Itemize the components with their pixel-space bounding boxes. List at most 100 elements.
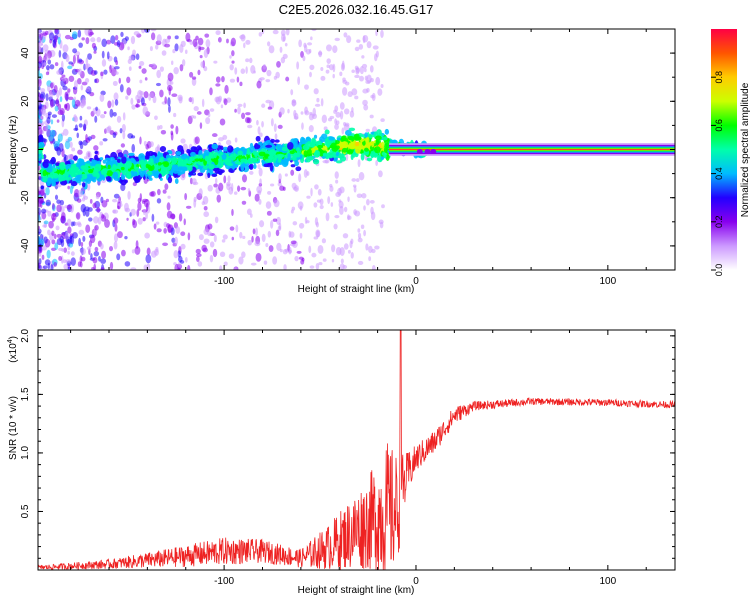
heatmap-noise-cell — [363, 229, 366, 237]
heatmap-noise-cell — [130, 35, 136, 45]
heatmap-noise-cell — [227, 175, 231, 183]
heatmap-noise-cell — [159, 124, 163, 130]
heatmap-noise-cell — [70, 251, 75, 256]
heatmap-noise-cell — [245, 112, 251, 116]
heatmap-noise-cell — [54, 29, 59, 34]
heatmap-noise-cell — [318, 261, 323, 266]
heatmap-noise-cell — [302, 55, 306, 62]
heatmap-noise-cell — [49, 82, 54, 89]
heatmap-noise-cell — [193, 106, 199, 112]
heatmap-noise-cell — [45, 199, 51, 207]
heatmap-noise-cell — [89, 199, 93, 204]
heatmap-noise-cell — [90, 37, 96, 43]
heatmap-noise-cell — [357, 159, 361, 168]
heatmap-noise-cell — [39, 119, 43, 124]
heatmap-signal-cell — [133, 176, 137, 180]
heatmap-noise-cell — [114, 71, 119, 75]
heatmap-noise-cell — [252, 228, 256, 235]
heatmap-noise-cell — [254, 241, 261, 247]
heatmap-noise-cell — [284, 173, 288, 177]
heatmap-noise-cell — [124, 36, 129, 41]
heatmap-signal-cell — [86, 160, 91, 165]
heatmap-noise-cell — [222, 234, 228, 240]
heatmap-noise-cell — [52, 138, 56, 145]
heatmap-noise-cell — [153, 223, 157, 230]
heatmap-noise-cell — [40, 94, 44, 99]
heatmap-noise-cell — [54, 146, 60, 152]
heatmap-signal-cell — [177, 160, 185, 167]
heatmap-signal-cell — [365, 142, 371, 150]
heatmap-noise-cell — [283, 264, 287, 270]
heatmap-noise-cell — [178, 213, 183, 222]
heatmap-noise-cell — [193, 199, 197, 208]
heatmap-signal-cell — [224, 159, 231, 166]
heatmap-signal-cell — [324, 129, 330, 135]
heatmap-noise-cell — [79, 141, 84, 150]
heatmap-noise-cell — [241, 112, 246, 120]
heatmap-noise-cell — [365, 80, 371, 85]
heatmap-signal-cell — [174, 178, 179, 185]
heatmap-noise-cell — [290, 240, 297, 245]
heatmap-noise-cell — [226, 38, 229, 44]
heatmap-noise-cell — [197, 37, 204, 46]
heatmap-noise-cell — [122, 112, 126, 121]
heatmap-noise-cell — [187, 232, 191, 241]
heatmap-noise-cell — [58, 50, 62, 58]
heatmap-noise-cell — [52, 39, 57, 48]
heatmap-noise-cell — [219, 118, 226, 126]
colorbar-tick-label: 0.2 — [714, 216, 724, 229]
snr-multiplier-close: ) — [8, 336, 19, 339]
heatmap-noise-cell — [82, 123, 87, 131]
heatmap-noise-cell — [223, 98, 228, 106]
heatmap-noise-cell — [44, 55, 50, 61]
heatmap-noise-cell — [151, 213, 155, 222]
heatmap-noise-cell — [127, 190, 131, 200]
heatmap-signal-cell — [261, 159, 265, 164]
heatmap-noise-cell — [113, 66, 120, 70]
heatmap-noise-cell — [340, 63, 345, 71]
heatmap-noise-cell — [72, 54, 76, 64]
heatmap-noise-cell — [86, 106, 92, 110]
heatmap-noise-cell — [207, 231, 213, 237]
heatmap-noise-cell — [91, 42, 96, 49]
heatmap-noise-cell — [303, 42, 307, 48]
heatmap-noise-cell — [45, 65, 50, 71]
heatmap-signal-cell — [383, 146, 388, 153]
heatmap-noise-cell — [45, 93, 49, 101]
heatmap-noise-cell — [143, 208, 146, 216]
heatmap-noise-cell — [76, 221, 81, 226]
heatmap-signal-cell — [222, 146, 229, 152]
heatmap-noise-cell — [327, 196, 331, 205]
heatmap-x-ticks: -100 0 100 — [70, 29, 647, 287]
heatmap-noise-cell — [128, 66, 132, 71]
heatmap-noise-cell — [164, 38, 171, 43]
heatmap-noise-cell — [361, 63, 368, 69]
heatmap-noise-cell — [154, 115, 158, 121]
heatmap-noise-cell — [218, 182, 224, 192]
heatmap-noise-cell — [273, 199, 280, 208]
heatmap-signal-cell — [303, 150, 308, 158]
heatmap-noise-cell — [68, 242, 74, 248]
heatmap-noise-cell — [265, 99, 272, 104]
heatmap-panel: -100 0 100 -40 -20 0 20 40 Height of straight … — [8, 28, 676, 295]
heatmap-noise-cell — [56, 90, 60, 99]
heatmap-signal-cell — [211, 143, 219, 150]
heatmap-noise-cell — [135, 53, 140, 61]
heatmap-noise-cell — [78, 58, 83, 63]
snr-y-tick-label: 1.5 — [20, 387, 31, 401]
heatmap-noise-cell — [223, 175, 227, 184]
heatmap-signal-cell — [198, 157, 204, 163]
heatmap-noise-cell — [67, 185, 71, 190]
heatmap-signal-cell — [73, 155, 78, 161]
heatmap-noise-cell — [78, 42, 83, 48]
heatmap-signal-cell — [58, 161, 66, 170]
heatmap-noise-cell — [214, 96, 220, 103]
colorbar-ticks: 0.0 0.2 0.4 0.6 0.8 — [711, 71, 724, 276]
heatmap-noise-cell — [343, 108, 350, 115]
heatmap-signal-cell — [335, 160, 343, 164]
heatmap-noise-cell — [99, 141, 104, 146]
heatmap-noise-cell — [301, 122, 304, 130]
heatmap-signal-cell — [197, 172, 204, 177]
heatmap-noise-cell — [113, 92, 119, 101]
heatmap-noise-cell — [43, 220, 49, 225]
